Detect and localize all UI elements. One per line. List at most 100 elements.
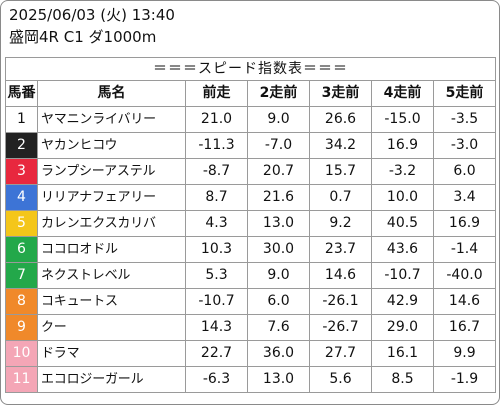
horse-name-cell: ランプシーアステル	[37, 158, 186, 185]
table-row: 6 ココロオドル 10.3 30.0 23.7 43.6 -1.4	[5, 236, 496, 263]
speed-index-cell: -1.4	[433, 236, 496, 263]
table-row: 4 リリアナフェアリー 8.7 21.6 0.7 10.0 3.4	[5, 184, 496, 211]
horse-number-cell: 5	[5, 210, 38, 237]
column-header-horse-name: 馬名	[37, 80, 186, 107]
speed-index-cell: 6.0	[247, 288, 310, 315]
speed-index-cell: -3.5	[433, 106, 496, 133]
speed-index-cell: 4.3	[185, 210, 248, 237]
column-header-2-races-ago: 2走前	[247, 80, 310, 107]
speed-index-cell: 21.0	[185, 106, 248, 133]
horse-number-cell: 10	[5, 340, 38, 367]
speed-index-cell: 16.1	[371, 340, 434, 367]
table-row: 5 カレンエクスカリバ 4.3 13.0 9.2 40.5 16.9	[5, 210, 496, 237]
speed-index-cell: 5.3	[185, 262, 248, 289]
speed-index-cell: -26.1	[309, 288, 372, 315]
speed-index-cell: 7.6	[247, 314, 310, 341]
horse-name-cell: カレンエクスカリバ	[37, 210, 186, 237]
speed-index-cell: 29.0	[371, 314, 434, 341]
speed-index-cell: -11.3	[185, 132, 248, 159]
speed-index-cell: 15.7	[309, 158, 372, 185]
race-datetime: 2025/06/03 (火) 13:40	[9, 6, 175, 24]
horse-name-cell: ヤマニンライバリー	[37, 106, 186, 133]
column-header-number: 馬番	[5, 80, 38, 107]
horse-name-cell: ドラマ	[37, 340, 186, 367]
speed-index-cell: 10.3	[185, 236, 248, 263]
speed-index-cell: 9.2	[309, 210, 372, 237]
horse-number-cell: 8	[5, 288, 38, 315]
race-info: 盛岡4R C1 ダ1000m	[9, 28, 157, 46]
horse-number-cell: 4	[5, 184, 38, 211]
speed-index-cell: 34.2	[309, 132, 372, 159]
speed-index-cell: -10.7	[185, 288, 248, 315]
horse-name-cell: ココロオドル	[37, 236, 186, 263]
speed-index-cell: 3.4	[433, 184, 496, 211]
speed-index-cell: 16.9	[433, 210, 496, 237]
speed-index-cell: 14.6	[433, 288, 496, 315]
speed-index-cell: 10.0	[371, 184, 434, 211]
horse-name-cell: ネクストレベル	[37, 262, 186, 289]
speed-index-cell: -3.0	[433, 132, 496, 159]
column-header-3-races-ago: 3走前	[309, 80, 372, 107]
horse-name-cell: リリアナフェアリー	[37, 184, 186, 211]
speed-index-cell: 20.7	[247, 158, 310, 185]
table-title: ＝＝＝スピード指数表＝＝＝	[5, 57, 496, 81]
table-header-row: 馬番 馬名 前走 2走前 3走前 4走前 5走前	[5, 80, 496, 107]
horse-number-cell: 1	[5, 106, 38, 133]
speed-index-cell: 0.7	[309, 184, 372, 211]
speed-index-cell: 5.6	[309, 366, 372, 393]
table-row: 7 ネクストレベル 5.3 9.0 14.6 -10.7 -40.0	[5, 262, 496, 289]
speed-index-cell: 21.6	[247, 184, 310, 211]
speed-index-cell: 30.0	[247, 236, 310, 263]
speed-index-cell: 36.0	[247, 340, 310, 367]
speed-index-cell: 6.0	[433, 158, 496, 185]
speed-index-cell: 14.6	[309, 262, 372, 289]
speed-index-cell: 42.9	[371, 288, 434, 315]
speed-index-cell: 9.9	[433, 340, 496, 367]
speed-index-cell: -40.0	[433, 262, 496, 289]
speed-index-cell: 43.6	[371, 236, 434, 263]
speed-index-cell: -1.9	[433, 366, 496, 393]
table-row: 2 ヤカンヒコウ -11.3 -7.0 34.2 16.9 -3.0	[5, 132, 496, 159]
race-header: 2025/06/03 (火) 13:40 盛岡4R C1 ダ1000m	[1, 1, 499, 48]
table-row: 3 ランプシーアステル -8.7 20.7 15.7 -3.2 6.0	[5, 158, 496, 185]
horse-name-cell: コキュートス	[37, 288, 186, 315]
speed-index-cell: 40.5	[371, 210, 434, 237]
horse-number-cell: 6	[5, 236, 38, 263]
speed-index-cell: 16.7	[433, 314, 496, 341]
speed-index-cell: -10.7	[371, 262, 434, 289]
table-row: 8 コキュートス -10.7 6.0 -26.1 42.9 14.6	[5, 288, 496, 315]
speed-index-cell: -15.0	[371, 106, 434, 133]
horse-name-cell: エコロジーガール	[37, 366, 186, 393]
speed-index-cell: 14.3	[185, 314, 248, 341]
speed-index-cell: 16.9	[371, 132, 434, 159]
speed-index-cell: -3.2	[371, 158, 434, 185]
speed-index-cell: 8.5	[371, 366, 434, 393]
horse-number-cell: 2	[5, 132, 38, 159]
horse-number-cell: 9	[5, 314, 38, 341]
table-row: 10 ドラマ 22.7 36.0 27.7 16.1 9.9	[5, 340, 496, 367]
horse-name-cell: クー	[37, 314, 186, 341]
table-row: 11 エコロジーガール -6.3 13.0 5.6 8.5 -1.9	[5, 366, 496, 393]
horse-name-cell: ヤカンヒコウ	[37, 132, 186, 159]
horse-number-cell: 11	[5, 366, 38, 393]
table-row: 9 クー 14.3 7.6 -26.7 29.0 16.7	[5, 314, 496, 341]
speed-index-cell: 9.0	[247, 106, 310, 133]
speed-index-cell: 26.6	[309, 106, 372, 133]
speed-index-cell: -8.7	[185, 158, 248, 185]
speed-index-cell: -7.0	[247, 132, 310, 159]
speed-index-cell: 22.7	[185, 340, 248, 367]
column-header-4-races-ago: 4走前	[371, 80, 434, 107]
speed-index-cell: 27.7	[309, 340, 372, 367]
speed-index-cell: 13.0	[247, 210, 310, 237]
speed-index-cell: 8.7	[185, 184, 248, 211]
table-title-row: ＝＝＝スピード指数表＝＝＝	[5, 57, 496, 81]
column-header-last-race: 前走	[185, 80, 248, 107]
speed-index-table: ＝＝＝スピード指数表＝＝＝ 馬番 馬名 前走 2走前 3走前 4走前 5走前 1…	[5, 57, 496, 393]
speed-index-cell: -26.7	[309, 314, 372, 341]
speed-index-cell: 23.7	[309, 236, 372, 263]
horse-number-cell: 3	[5, 158, 38, 185]
speed-index-cell: -6.3	[185, 366, 248, 393]
speed-index-cell: 9.0	[247, 262, 310, 289]
table-row: 1 ヤマニンライバリー 21.0 9.0 26.6 -15.0 -3.5	[5, 106, 496, 133]
